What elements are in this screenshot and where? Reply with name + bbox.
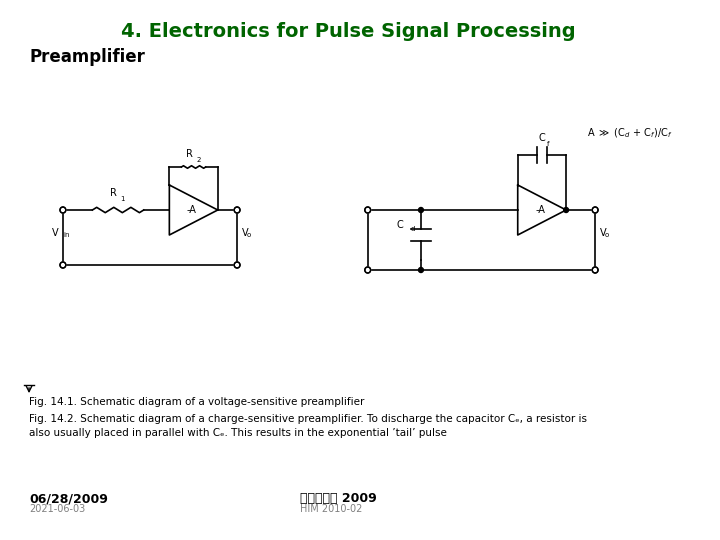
Circle shape <box>365 207 371 213</box>
Circle shape <box>60 207 66 213</box>
Circle shape <box>365 267 371 273</box>
Text: 06/28/2009: 06/28/2009 <box>29 492 108 505</box>
Text: V: V <box>600 228 607 238</box>
Text: R: R <box>186 149 193 159</box>
Circle shape <box>418 207 423 213</box>
Text: V: V <box>242 228 248 238</box>
Text: o: o <box>605 232 609 238</box>
Circle shape <box>593 207 598 213</box>
Circle shape <box>418 267 423 273</box>
Text: Preamplifier: Preamplifier <box>29 48 145 66</box>
Text: C: C <box>397 220 403 230</box>
Text: in: in <box>63 232 69 238</box>
Circle shape <box>234 207 240 213</box>
Text: 핵물리학교 2009: 핵물리학교 2009 <box>300 492 377 505</box>
Text: 2021-06-03: 2021-06-03 <box>29 504 85 514</box>
Text: d: d <box>410 226 415 232</box>
Text: f: f <box>546 141 549 147</box>
Text: V: V <box>51 228 58 238</box>
Text: A $\gg$ (C$_d$ + C$_f$)/C$_f$: A $\gg$ (C$_d$ + C$_f$)/C$_f$ <box>587 126 672 140</box>
Circle shape <box>564 207 569 213</box>
Circle shape <box>60 262 66 268</box>
Text: Fig. 14.1. Schematic diagram of a voltage-sensitive preamplifier: Fig. 14.1. Schematic diagram of a voltag… <box>29 397 364 407</box>
Text: 2: 2 <box>197 157 201 163</box>
Text: Fig. 14.2. Schematic diagram of a charge-sensitive preamplifier. To discharge th: Fig. 14.2. Schematic diagram of a charge… <box>29 414 587 438</box>
Text: -A: -A <box>535 205 545 215</box>
Circle shape <box>593 267 598 273</box>
Text: 1: 1 <box>120 196 125 202</box>
Circle shape <box>234 262 240 268</box>
Text: HIM 2010-02: HIM 2010-02 <box>300 504 362 514</box>
Text: -A: -A <box>186 205 197 215</box>
Text: o: o <box>247 232 251 238</box>
Text: 4. Electronics for Pulse Signal Processing: 4. Electronics for Pulse Signal Processi… <box>121 22 576 41</box>
Text: R: R <box>109 188 117 198</box>
Text: C: C <box>539 133 545 143</box>
